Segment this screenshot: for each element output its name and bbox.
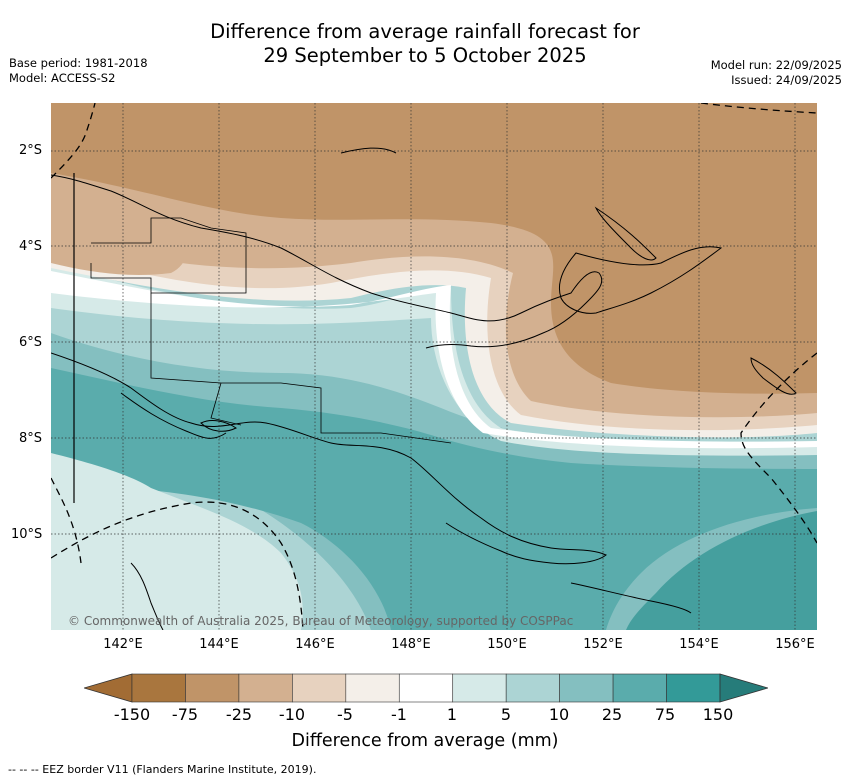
new-guinea-north-coast xyxy=(51,174,603,349)
lon-label-150e: 150°E xyxy=(487,637,527,652)
west-islands xyxy=(200,420,237,432)
colorbar-segment xyxy=(345,673,400,703)
gulf-coast xyxy=(120,392,227,439)
band-25-75 xyxy=(51,368,817,630)
papuan-peninsula xyxy=(51,352,607,565)
lon-label-148e: 148°E xyxy=(391,637,431,652)
band-75-150 xyxy=(626,511,817,630)
model-name: Model: ACCESS-S2 xyxy=(9,71,116,85)
colorbar-segment xyxy=(612,673,667,703)
model-run: Model run: 22/09/2025 xyxy=(710,58,842,72)
colorbar-tick: -5 xyxy=(337,705,353,724)
issued-date: Issued: 24/09/2025 xyxy=(731,73,842,87)
colorbar-segment xyxy=(238,673,293,703)
colorbar-tick: 10 xyxy=(548,705,570,724)
province-borders xyxy=(90,217,452,444)
meta-right: Model run: 22/09/2025 Issued: 24/09/2025 xyxy=(711,58,842,88)
meta-left: Base period: 1981-2018 Model: ACCESS-S2 xyxy=(9,56,148,86)
band-neutral xyxy=(51,271,817,449)
colorbar-tick: -75 xyxy=(171,705,199,724)
lat-label-4s: 4°S xyxy=(19,239,43,254)
lat-label-2s: 2°S xyxy=(19,143,43,158)
lat-label-8s: 8°S xyxy=(19,431,43,446)
lon-label-142e: 142°E xyxy=(103,637,143,652)
colorbar-arrow-high xyxy=(719,673,768,703)
colorbar xyxy=(84,673,768,703)
graticule xyxy=(51,103,817,630)
colorbar-segments xyxy=(131,673,721,703)
lat-label-10s: 10°S xyxy=(11,527,43,542)
colorbar-tick: 5 xyxy=(500,705,512,724)
band-1-5-sw xyxy=(51,453,303,630)
colorbar-tick: 25 xyxy=(601,705,623,724)
colorbar-segment xyxy=(131,673,186,703)
lon-label-156e: 156°E xyxy=(775,637,815,652)
copyright-notice: © Commonwealth of Australia 2025, Bureau… xyxy=(68,614,574,628)
colorbar-segment xyxy=(666,673,721,703)
lon-label-146e: 146°E xyxy=(295,637,335,652)
colorbar-tick: -10 xyxy=(278,705,306,724)
title-line-2: 29 September to 5 October 2025 xyxy=(263,44,587,67)
eez-borders xyxy=(51,103,817,630)
coastlines xyxy=(51,147,797,630)
band-1-5-boundary xyxy=(51,263,817,456)
north-coast-islands xyxy=(340,147,397,154)
lon-label-152e: 152°E xyxy=(583,637,623,652)
colorbar-segment xyxy=(398,673,454,703)
cape-york xyxy=(130,562,164,630)
new-ireland xyxy=(594,206,657,261)
map-title: Difference from average rainfall forecas… xyxy=(0,20,850,68)
lon-label-144e: 144°E xyxy=(199,637,239,652)
colorbar-tick: 75 xyxy=(654,705,676,724)
colorbar-label: Difference from average (mm) xyxy=(291,731,559,751)
rainfall-anomaly-map xyxy=(51,103,817,630)
colorbar-segment xyxy=(185,673,240,703)
lat-label-6s: 6°S xyxy=(19,335,43,350)
colorbar-segment xyxy=(292,673,347,703)
se-islands xyxy=(570,582,692,614)
colorbar-tick: -25 xyxy=(225,705,253,724)
colorbar-tick: -1 xyxy=(391,705,407,724)
title-line-1: Difference from average rainfall forecas… xyxy=(210,20,640,43)
base-period: Base period: 1981-2018 xyxy=(9,56,148,70)
band-neg25-75 xyxy=(51,103,817,394)
colorbar-segment xyxy=(505,673,560,703)
lon-label-154e: 154°E xyxy=(679,637,719,652)
colorbar-tick: -150 xyxy=(113,705,151,724)
eez-legend: -- -- -- EEZ border V11 (Flanders Marine… xyxy=(8,763,317,776)
new-britain xyxy=(558,246,723,314)
colorbar-tick: 1 xyxy=(446,705,458,724)
colorbar-arrow-low xyxy=(84,673,133,703)
colorbar-tick: 150 xyxy=(702,705,734,724)
colorbar-segment xyxy=(452,673,507,703)
bougainville xyxy=(750,357,797,395)
colorbar-segment xyxy=(559,673,614,703)
